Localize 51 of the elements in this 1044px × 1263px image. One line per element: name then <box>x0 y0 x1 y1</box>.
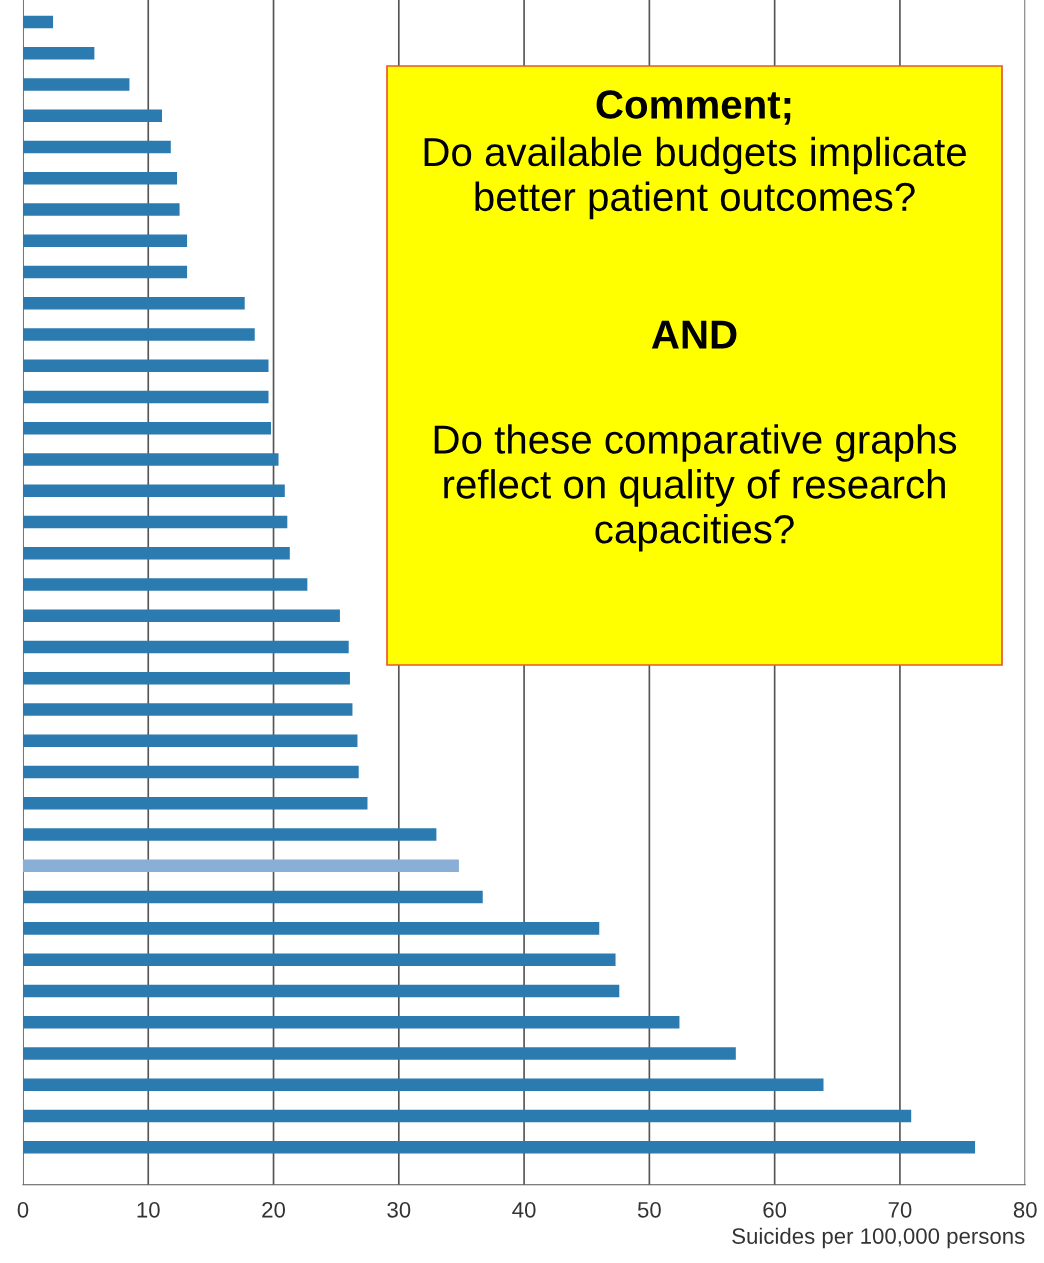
bar <box>22 109 163 122</box>
bar <box>22 78 130 91</box>
bar <box>22 547 290 560</box>
annotation: Comment; <box>596 90 791 125</box>
bar <box>22 203 180 216</box>
bar <box>22 171 178 185</box>
bar <box>22 609 340 623</box>
x-tick-label: 60 <box>763 1201 787 1218</box>
bar <box>22 828 437 841</box>
annotation: Do these comparative graphs reflect on quality of research capacities? <box>434 424 957 552</box>
x-tick-label: 0 <box>17 1201 29 1218</box>
bar <box>22 890 483 904</box>
bar <box>22 765 359 779</box>
annotation: Do available budgets implicate better patient outcomes? <box>424 136 966 220</box>
bar <box>22 140 171 154</box>
x-tick-label: 20 <box>262 1201 286 1218</box>
x-tick-label: 30 <box>387 1201 411 1218</box>
bar <box>22 578 308 591</box>
x-tick-label: 70 <box>888 1201 912 1218</box>
bar <box>22 359 269 372</box>
x-tick-label: 10 <box>137 1201 160 1218</box>
x-tick-label: 40 <box>512 1201 536 1218</box>
bar <box>22 46 95 60</box>
bar <box>22 984 620 998</box>
x-axis-title: Suicides per 100,000 persons <box>732 1227 1025 1249</box>
x-tick-label: 80 <box>1013 1201 1037 1218</box>
bar <box>22 672 350 685</box>
bar <box>22 640 349 654</box>
bar <box>22 953 616 966</box>
bar <box>22 296 245 310</box>
bar <box>22 1015 680 1029</box>
annotation: AND <box>651 320 737 349</box>
bar <box>22 1140 976 1154</box>
bar <box>22 421 272 435</box>
bar <box>22 1078 824 1091</box>
bar <box>22 265 188 279</box>
x-tick-label: 50 <box>637 1201 661 1218</box>
bar <box>22 797 368 810</box>
bar <box>22 453 279 466</box>
bar <box>22 703 353 716</box>
bar <box>22 734 358 748</box>
bar <box>22 484 285 498</box>
bar <box>22 1047 736 1060</box>
bar <box>22 922 600 935</box>
bar <box>22 328 255 341</box>
bar <box>22 234 188 247</box>
bar <box>22 859 459 873</box>
bar <box>22 390 269 404</box>
bar <box>22 15 54 29</box>
bar <box>22 515 288 529</box>
bar <box>22 1109 912 1123</box>
